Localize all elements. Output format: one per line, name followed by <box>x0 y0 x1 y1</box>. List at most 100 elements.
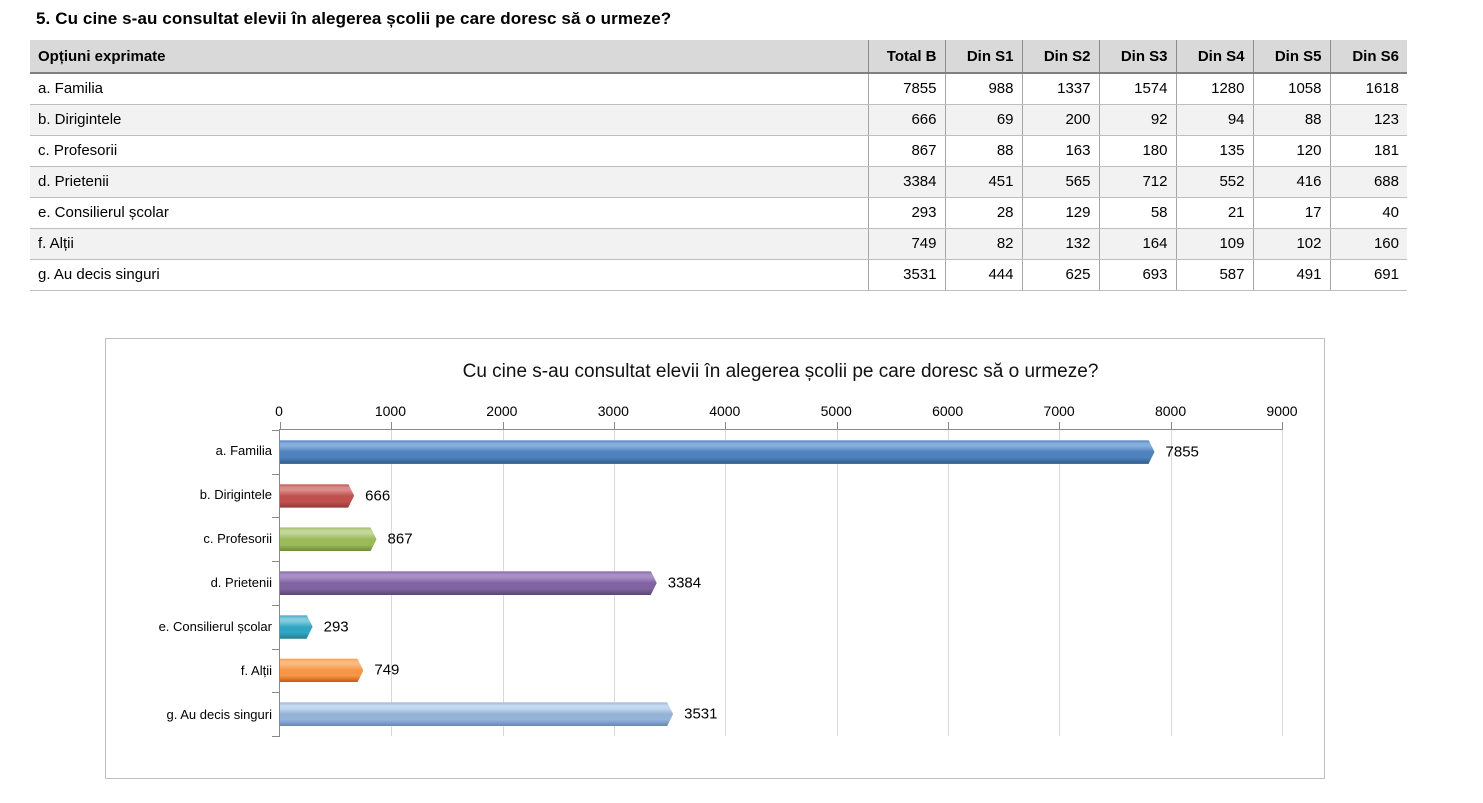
y-axis-tick <box>272 430 280 431</box>
cell-value: 82 <box>944 228 1022 260</box>
column-header-s4: Din S4 <box>1175 40 1253 74</box>
plot-area: 7855 666 867 3384 293 749 <box>272 422 1283 737</box>
category-label: d. Prietenii <box>210 575 272 590</box>
cell-value: 132 <box>1021 228 1099 260</box>
cell-value: 1058 <box>1252 73 1330 105</box>
row-label: f. Alții <box>30 228 868 260</box>
column-header-s3: Din S3 <box>1098 40 1176 74</box>
cell-value: 164 <box>1098 228 1176 260</box>
cell-value: 102 <box>1252 228 1330 260</box>
cell-value: 416 <box>1252 166 1330 198</box>
cell-value: 58 <box>1098 197 1176 229</box>
gridline <box>1170 430 1172 736</box>
cell-value: 160 <box>1329 228 1407 260</box>
cell-value: 40 <box>1329 197 1407 229</box>
cell-value: 88 <box>1252 104 1330 136</box>
cell-value: 180 <box>1098 135 1176 167</box>
x-axis-tick <box>280 422 281 430</box>
cell-value: 625 <box>1021 259 1099 291</box>
bar-value-label: 867 <box>387 530 413 548</box>
cell-value: 712 <box>1098 166 1176 198</box>
chart-bar <box>280 484 354 508</box>
column-header-total: Total B <box>867 40 945 74</box>
x-tick-label: 1000 <box>374 403 407 419</box>
cell-value: 181 <box>1329 135 1407 167</box>
bar-value-label: 666 <box>365 487 391 505</box>
row-label: a. Familia <box>30 73 868 105</box>
table-row: a. Familia 7855 988 1337 1574 1280 1058 … <box>30 73 1407 105</box>
gridline <box>948 430 949 736</box>
column-header-s5: Din S5 <box>1252 40 1330 74</box>
chart-bar <box>280 615 313 639</box>
bar-row: 3384 <box>280 561 1282 605</box>
cell-value: 1574 <box>1098 73 1176 105</box>
category-label: f. Alții <box>240 662 272 678</box>
row-label: e. Consilierul școlar <box>30 197 868 229</box>
category-label: e. Consilierul școlar <box>158 618 272 634</box>
cell-value: 1337 <box>1021 73 1099 105</box>
y-axis-tick <box>272 561 280 563</box>
x-tick-label: 7000 <box>1043 403 1075 419</box>
category-label: a. Familia <box>215 443 272 459</box>
y-axis-tick <box>272 517 280 519</box>
cell-value: 988 <box>944 73 1022 105</box>
x-axis-tick <box>502 422 504 430</box>
table-row: e. Consilierul școlar 293 28 129 58 21 1… <box>30 197 1407 229</box>
y-axis-tick <box>272 604 280 606</box>
cell-value: 3531 <box>867 259 945 291</box>
bar-chart: Cu cine s-au consultat elevii în alegere… <box>105 338 1325 779</box>
table-row: c. Profesorii 867 88 163 180 135 120 181 <box>30 135 1407 167</box>
cell-value: 1280 <box>1175 73 1253 105</box>
x-tick-label: 3000 <box>597 403 629 419</box>
x-axis-tick <box>948 422 949 430</box>
question-title: 5. Cu cine s-au consultat elevii în aleg… <box>36 9 672 28</box>
table-header-row: Opțiuni exprimate Total B Din S1 Din S2 … <box>30 40 1407 74</box>
y-axis-tick <box>272 648 280 650</box>
category-label: c. Profesorii <box>203 531 272 547</box>
y-axis-tick <box>272 692 280 694</box>
bar-value-label: 293 <box>323 618 349 636</box>
column-header-s1: Din S1 <box>944 40 1022 74</box>
x-tick-label: 8000 <box>1154 403 1187 419</box>
cell-value: 200 <box>1021 104 1099 136</box>
cell-value: 120 <box>1252 135 1330 167</box>
cell-value: 69 <box>944 104 1022 136</box>
cell-value: 587 <box>1175 259 1253 291</box>
cell-value: 491 <box>1252 259 1330 291</box>
y-axis-tick <box>272 473 280 475</box>
bar-row: 867 <box>280 517 1282 561</box>
x-axis-tick <box>1170 422 1172 430</box>
chart-bar <box>280 440 1155 464</box>
column-header-options: Opțiuni exprimate <box>30 40 868 74</box>
cell-value: 3384 <box>867 166 945 198</box>
cell-value: 21 <box>1175 197 1253 229</box>
bar-value-label: 3384 <box>667 574 702 592</box>
x-tick-label: 6000 <box>932 403 964 419</box>
column-header-s6: Din S6 <box>1329 40 1407 74</box>
bar-value-label: 749 <box>374 661 400 679</box>
bar-row: 3531 <box>280 692 1282 736</box>
table-row: f. Alții 749 82 132 164 109 102 160 <box>30 228 1407 260</box>
results-table: Opțiuni exprimate Total B Din S1 Din S2 … <box>30 40 1407 291</box>
category-label: g. Au decis singuri <box>166 706 272 722</box>
x-tick-label: 9000 <box>1266 403 1298 419</box>
x-axis-tick <box>391 422 393 430</box>
cell-value: 666 <box>867 104 945 136</box>
cell-value: 693 <box>1098 259 1176 291</box>
gridline <box>725 430 727 736</box>
cell-value: 129 <box>1021 197 1099 229</box>
cell-value: 688 <box>1329 166 1407 198</box>
x-axis-tick <box>725 422 727 430</box>
gridline <box>836 430 838 736</box>
table-row: b. Dirigintele 666 69 200 92 94 88 123 <box>30 104 1407 136</box>
x-axis-tick <box>1282 422 1283 430</box>
row-label: d. Prietenii <box>30 166 868 198</box>
y-axis-tick <box>272 736 280 737</box>
cell-value: 123 <box>1329 104 1407 136</box>
chart-title: Cu cine s-au consultat elevii în alegere… <box>462 361 1099 382</box>
chart-bar <box>280 527 377 551</box>
x-tick-label: 0 <box>275 403 283 419</box>
row-label: b. Dirigintele <box>30 104 868 136</box>
category-label: b. Dirigintele <box>199 487 272 503</box>
chart-bar <box>280 571 657 595</box>
